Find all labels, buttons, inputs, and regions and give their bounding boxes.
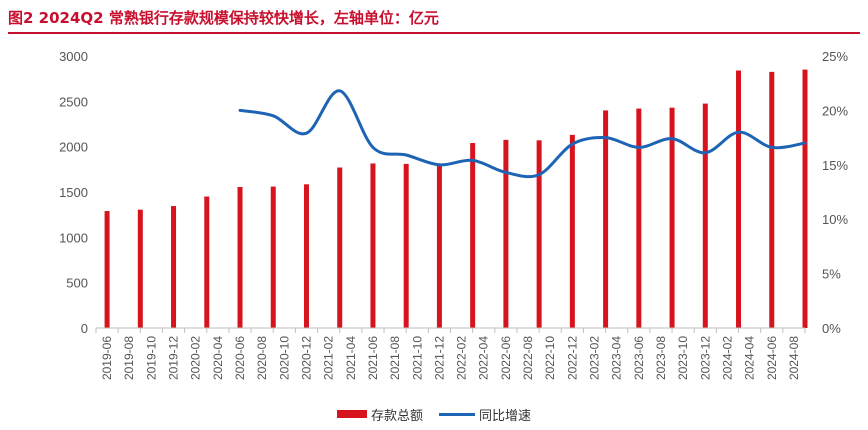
deposit-bar bbox=[370, 163, 376, 328]
x-axis-tick-label: 2019-06 bbox=[100, 336, 114, 380]
left-axis-tick-label: 500 bbox=[66, 276, 88, 291]
x-axis-tick-label: 2021-02 bbox=[322, 336, 336, 380]
deposit-bar bbox=[303, 184, 309, 328]
x-axis-tick-label: 2021-10 bbox=[410, 336, 424, 380]
x-axis-tick-label: 2019-12 bbox=[167, 336, 181, 380]
left-axis-ticks: 0 500 1000 1500 2000 2500 3000 bbox=[59, 49, 88, 336]
growth-line bbox=[238, 89, 807, 179]
legend-swatch-bar bbox=[336, 410, 367, 418]
deposit-bar bbox=[603, 110, 609, 329]
x-axis-tick-label: 2020-12 bbox=[299, 336, 313, 380]
left-axis-tick-label: 3000 bbox=[59, 49, 88, 64]
x-axis-tick-label: 2020-04 bbox=[211, 336, 225, 380]
x-axis-tick-label: 2021-06 bbox=[366, 336, 380, 380]
right-axis-tick-label: 0% bbox=[822, 321, 841, 336]
x-axis-tick-label: 2022-02 bbox=[455, 336, 469, 380]
deposit-bar bbox=[769, 71, 775, 328]
x-axis-tick-label: 2023-06 bbox=[632, 336, 646, 380]
x-axis-tick-label: 2024-08 bbox=[787, 336, 801, 380]
x-axis-tick-label: 2020-10 bbox=[277, 336, 291, 380]
deposit-bar bbox=[436, 163, 442, 328]
legend: 存款总额 同比增速 bbox=[0, 404, 868, 424]
chart-title: 图2 2024Q2 常熟银行存款规模保持较快增长，左轴单位：亿元 bbox=[8, 9, 439, 27]
deposit-bar bbox=[503, 139, 509, 328]
deposit-bar bbox=[702, 103, 708, 328]
x-axis-tick-label: 2021-04 bbox=[344, 336, 358, 380]
right-axis-tick-label: 20% bbox=[822, 103, 848, 118]
deposit-bar bbox=[403, 163, 409, 328]
x-axis-tick-label: 2022-08 bbox=[521, 336, 535, 380]
right-axis-tick-label: 15% bbox=[822, 158, 848, 173]
deposit-bar bbox=[736, 70, 742, 329]
right-axis-tick-label: 25% bbox=[822, 49, 848, 64]
deposit-bar bbox=[470, 143, 476, 328]
deposit-bar bbox=[337, 167, 343, 328]
x-axis-tick-label: 2020-08 bbox=[255, 336, 269, 380]
x-axis-tick-label: 2020-06 bbox=[233, 336, 247, 380]
deposit-bar bbox=[171, 206, 177, 328]
title-rule bbox=[8, 32, 860, 34]
left-axis-tick-label: 2000 bbox=[59, 140, 88, 155]
x-axis-tick-label: 2023-10 bbox=[676, 336, 690, 380]
x-axis-tick-label: 2021-08 bbox=[388, 336, 402, 380]
deposit-bar bbox=[204, 196, 210, 328]
deposit-bar bbox=[137, 209, 143, 328]
deposit-bar bbox=[636, 108, 642, 328]
x-axis-tick-label: 2023-04 bbox=[610, 336, 624, 380]
right-axis-ticks: 0% 5% 10% 15% 20% 25% bbox=[822, 49, 848, 336]
legend-label-deposits: 存款总额 bbox=[370, 408, 423, 424]
x-axis-tick-label: 2020-02 bbox=[189, 336, 203, 380]
left-axis-tick-label: 2500 bbox=[59, 94, 88, 109]
x-axis-tick-label: 2022-04 bbox=[477, 336, 491, 380]
deposit-bar bbox=[237, 187, 243, 328]
left-axis-tick-label: 0 bbox=[81, 321, 88, 336]
x-axis-tick-label: 2023-02 bbox=[588, 336, 602, 380]
x-axis-tick-label: 2022-10 bbox=[543, 336, 557, 380]
x-axis-tick-label: 2019-08 bbox=[122, 336, 136, 380]
x-axis-tick-label: 2022-12 bbox=[565, 336, 579, 380]
right-axis-tick-label: 5% bbox=[822, 267, 841, 282]
deposit-bar bbox=[270, 186, 276, 328]
x-axis-tick-marks bbox=[95, 328, 806, 333]
right-axis-tick-label: 10% bbox=[822, 212, 848, 227]
x-axis-tick-label: 2024-06 bbox=[765, 336, 779, 380]
x-axis-tick-label: 2024-04 bbox=[743, 336, 757, 380]
legend-item-growth: 同比增速 bbox=[439, 405, 531, 424]
x-axis-tick-label: 2019-10 bbox=[144, 336, 158, 380]
x-axis-tick-label: 2023-08 bbox=[654, 336, 668, 380]
x-axis-tick-label: 2022-06 bbox=[499, 336, 513, 380]
x-axis-tick-label: 2023-12 bbox=[698, 336, 712, 380]
x-axis-tick-label: 2021-12 bbox=[432, 336, 446, 380]
x-axis-labels: 2019-06 2019-08 2019-10 2019-12 2020-02 2020-… bbox=[100, 336, 801, 380]
left-axis-tick-label: 1500 bbox=[59, 185, 88, 200]
deposit-bar bbox=[669, 107, 675, 329]
legend-item-deposits: 存款总额 bbox=[336, 405, 423, 424]
deposit-bar bbox=[569, 134, 575, 328]
left-axis-tick-label: 1000 bbox=[59, 230, 88, 245]
deposit-bar bbox=[802, 69, 808, 328]
legend-swatch-line bbox=[439, 412, 475, 416]
x-axis-tick-label: 2024-02 bbox=[720, 336, 734, 380]
legend-label-growth: 同比增速 bbox=[479, 408, 532, 424]
deposit-bar bbox=[536, 140, 542, 328]
bar-series bbox=[104, 69, 808, 329]
deposit-bar bbox=[104, 211, 110, 328]
